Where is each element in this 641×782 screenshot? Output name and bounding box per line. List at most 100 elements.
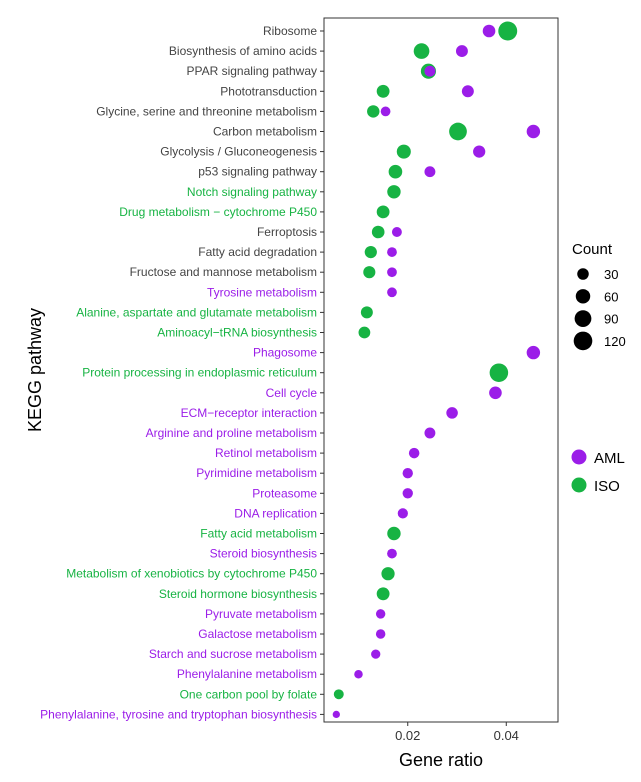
category-label: Phototransduction [220, 84, 317, 98]
dot-aml [380, 106, 391, 117]
color-legend: AML ISO [571, 449, 625, 495]
category-label: Biosynthesis of amino acids [169, 44, 317, 58]
category-label: Fructose and mannose metabolism [130, 265, 317, 279]
dot-iso [371, 225, 385, 239]
size-legend-dot [573, 331, 593, 351]
category-label: Proteasome [252, 486, 317, 500]
category-label: Fatty acid degradation [198, 245, 317, 259]
category-label: Glycolysis / Gluconeogenesis [160, 145, 317, 159]
dot-iso [367, 105, 380, 118]
dot-iso [333, 689, 344, 700]
dot-iso [489, 363, 509, 382]
dot-aml [402, 488, 413, 499]
color-legend-dot [571, 477, 587, 493]
dot-aml [391, 227, 402, 237]
category-label: Steroid hormone biosynthesis [159, 587, 317, 601]
category-label: Starch and sucrose metabolism [149, 647, 317, 661]
x-tick-label: 0.02 [395, 728, 420, 743]
category-label: Carbon metabolism [213, 125, 317, 139]
x-axis-title: Gene ratio [399, 750, 483, 770]
category-label: Alanine, aspartate and glutamate metabol… [76, 305, 317, 319]
category-label: DNA replication [234, 506, 317, 520]
category-label: Phenylalanine metabolism [177, 667, 317, 681]
category-label: Notch signaling pathway [187, 185, 317, 199]
category-label: Aminoacyl−tRNA biosynthesis [157, 326, 317, 340]
category-label: p53 signaling pathway [198, 165, 317, 179]
category-label: Protein processing in endoplasmic reticu… [82, 366, 317, 380]
size-legend: 30 60 90 120 [573, 267, 626, 351]
category-label: PPAR signaling pathway [186, 64, 317, 78]
size-legend-title: Count [572, 241, 613, 258]
category-label: Phagosome [253, 346, 317, 360]
dot-aml [387, 287, 397, 298]
color-legend-label: ISO [594, 478, 620, 495]
size-legend-dot [575, 289, 591, 304]
category-label: Galactose metabolism [198, 627, 317, 641]
category-label: Phenylalanine, tyrosine and tryptophan b… [40, 707, 317, 721]
category-label: Drug metabolism − cytochrome P450 [119, 205, 317, 219]
dot-aml [387, 548, 397, 559]
category-label: Cell cycle [266, 386, 318, 400]
dot-aml [387, 267, 397, 278]
size-legend-label: 60 [604, 289, 618, 304]
dot-aml [371, 649, 381, 659]
y-axis-title: KEGG pathway [25, 308, 45, 432]
dot-aml [526, 345, 541, 360]
dot-iso [376, 205, 390, 219]
category-label: Pyruvate metabolism [205, 607, 317, 621]
size-legend-label: 90 [604, 312, 618, 327]
dot-aml [489, 386, 502, 400]
dot-aml [456, 45, 468, 58]
dot-iso [396, 144, 411, 159]
category-label: ECM−receptor interaction [181, 406, 317, 420]
category-label: Pyrimidine metabolism [196, 466, 317, 480]
dot-aml [446, 407, 458, 419]
dot-aml [482, 24, 496, 38]
size-legend-dot [577, 268, 589, 280]
category-label: Ribosome [263, 24, 317, 38]
dot-aml [424, 427, 436, 439]
color-legend-dot [571, 449, 587, 465]
dot-aml [424, 166, 436, 178]
size-legend-label: 30 [604, 267, 618, 282]
data-points [332, 21, 541, 719]
dot-iso [363, 266, 376, 279]
dot-aml [408, 447, 420, 459]
dot-aml [424, 65, 436, 77]
dot-iso [387, 526, 401, 541]
dot-iso [498, 21, 518, 41]
dot-iso [358, 326, 371, 339]
dot-aml [354, 669, 363, 679]
color-legend-label: AML [594, 450, 625, 467]
dot-iso [413, 43, 430, 59]
category-label: Retinol metabolism [215, 446, 317, 460]
category-labels: Ribosome Biosynthesis of amino acids PPAR … [40, 24, 317, 721]
size-legend-dot [574, 310, 592, 327]
dot-iso [360, 306, 373, 319]
dot-aml [461, 85, 474, 98]
dot-aml [473, 145, 486, 158]
dot-aml [402, 468, 413, 479]
dot-aml [526, 124, 541, 139]
category-label: Glycine, serine and threonine metabolism [96, 104, 317, 118]
category-label: Metabolism of xenobiotics by cytochrome … [66, 567, 317, 581]
size-legend-label: 120 [604, 334, 626, 349]
dot-aml [387, 247, 397, 257]
x-tick-label: 0.04 [494, 728, 519, 743]
dot-iso [388, 164, 403, 179]
dot-iso [387, 185, 401, 199]
category-label: Arginine and proline metabolism [146, 426, 317, 440]
category-label: Fatty acid metabolism [200, 527, 317, 541]
category-label: Tyrosine metabolism [207, 285, 317, 299]
dot-iso [449, 122, 467, 141]
dot-iso [376, 587, 390, 601]
dot-aml [375, 609, 386, 619]
dot-iso [381, 567, 395, 581]
dot-aml [397, 508, 408, 519]
category-label: One carbon pool by folate [180, 687, 318, 701]
category-label: Steroid biosynthesis [210, 547, 317, 561]
plot-panel-border [323, 17, 559, 723]
dot-iso [364, 246, 377, 259]
dot-iso [376, 84, 390, 98]
